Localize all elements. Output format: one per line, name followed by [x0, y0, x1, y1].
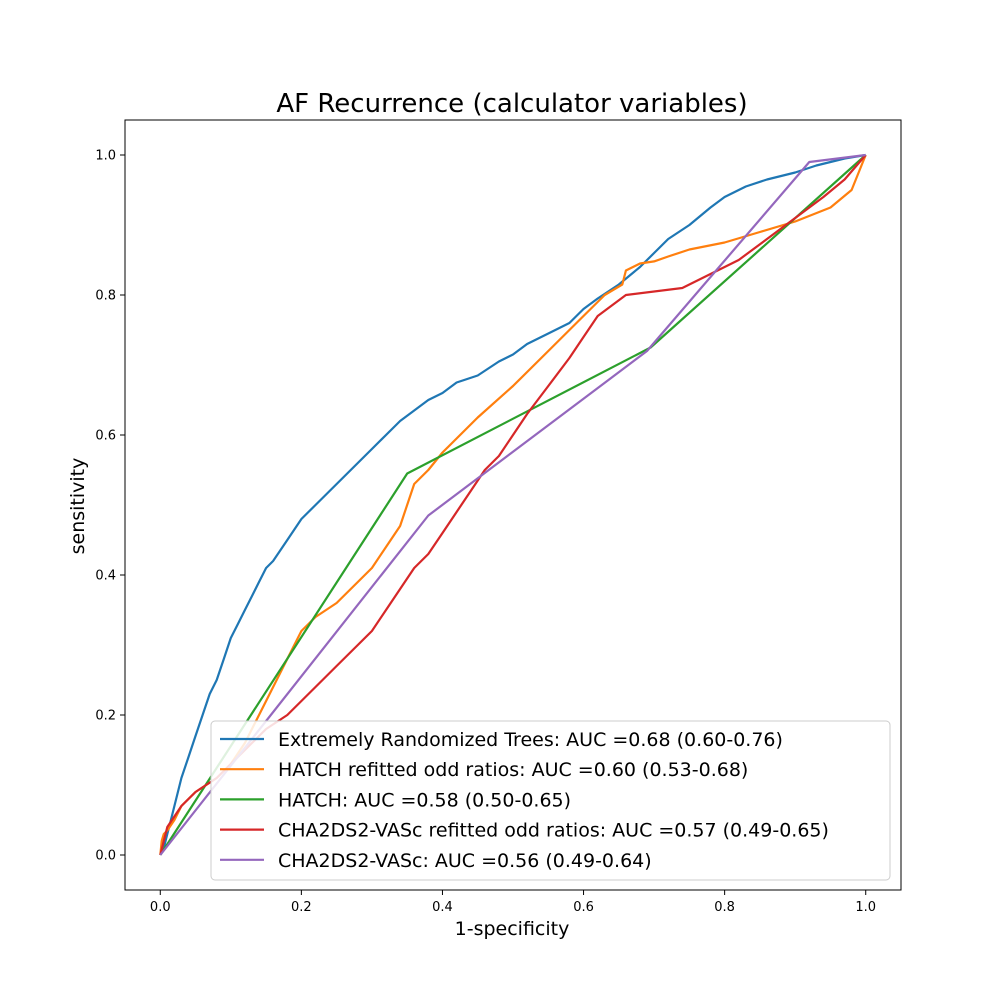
y-tick-label: 0.4 [95, 569, 116, 584]
series-line-1 [159, 153, 866, 856]
legend-box [210, 720, 891, 881]
y-tick-label: 1.0 [95, 149, 116, 164]
y-tick-label: 0.2 [95, 709, 116, 724]
plot-frame [124, 119, 902, 891]
y-tick-label: 0.6 [95, 429, 116, 444]
legend-label-1: Extremely Randomized Trees: AUC =0.68 (0… [278, 729, 783, 751]
x-tick-label: 0.4 [432, 900, 453, 915]
y-axis-ticks: 0.0 0.2 0.4 0.6 0.8 1.0 [95, 149, 125, 864]
legend-label-4: CHA2DS2-VASc refitted odd ratios: AUC =0… [278, 820, 829, 842]
y-tick-label: 0.0 [95, 849, 116, 864]
y-tick-label: 0.8 [95, 289, 116, 304]
y-axis-label: sensitivity [67, 458, 89, 555]
x-tick-label: 0.6 [573, 900, 594, 915]
chart-title: AF Recurrence (calculator variables) [276, 89, 747, 119]
x-tick-label: 0.0 [150, 900, 171, 915]
x-tick-label: 0.2 [291, 900, 312, 915]
x-tick-label: 0.8 [714, 900, 735, 915]
x-tick-label: 1.0 [855, 900, 876, 915]
legend-label-2: HATCH refitted odd ratios: AUC =0.60 (0.… [278, 759, 748, 781]
x-axis-label: 1-specificity [455, 918, 570, 940]
legend-label-5: CHA2DS2-VASc: AUC =0.56 (0.49-0.64) [278, 850, 652, 872]
x-axis-ticks: 0.0 0.2 0.4 0.6 0.8 1.0 [150, 890, 876, 915]
legend: Extremely Randomized Trees: AUC =0.68 (0… [210, 720, 891, 881]
series-line-5 [159, 153, 866, 856]
legend-label-3: HATCH: AUC =0.58 (0.50-0.65) [278, 789, 571, 811]
